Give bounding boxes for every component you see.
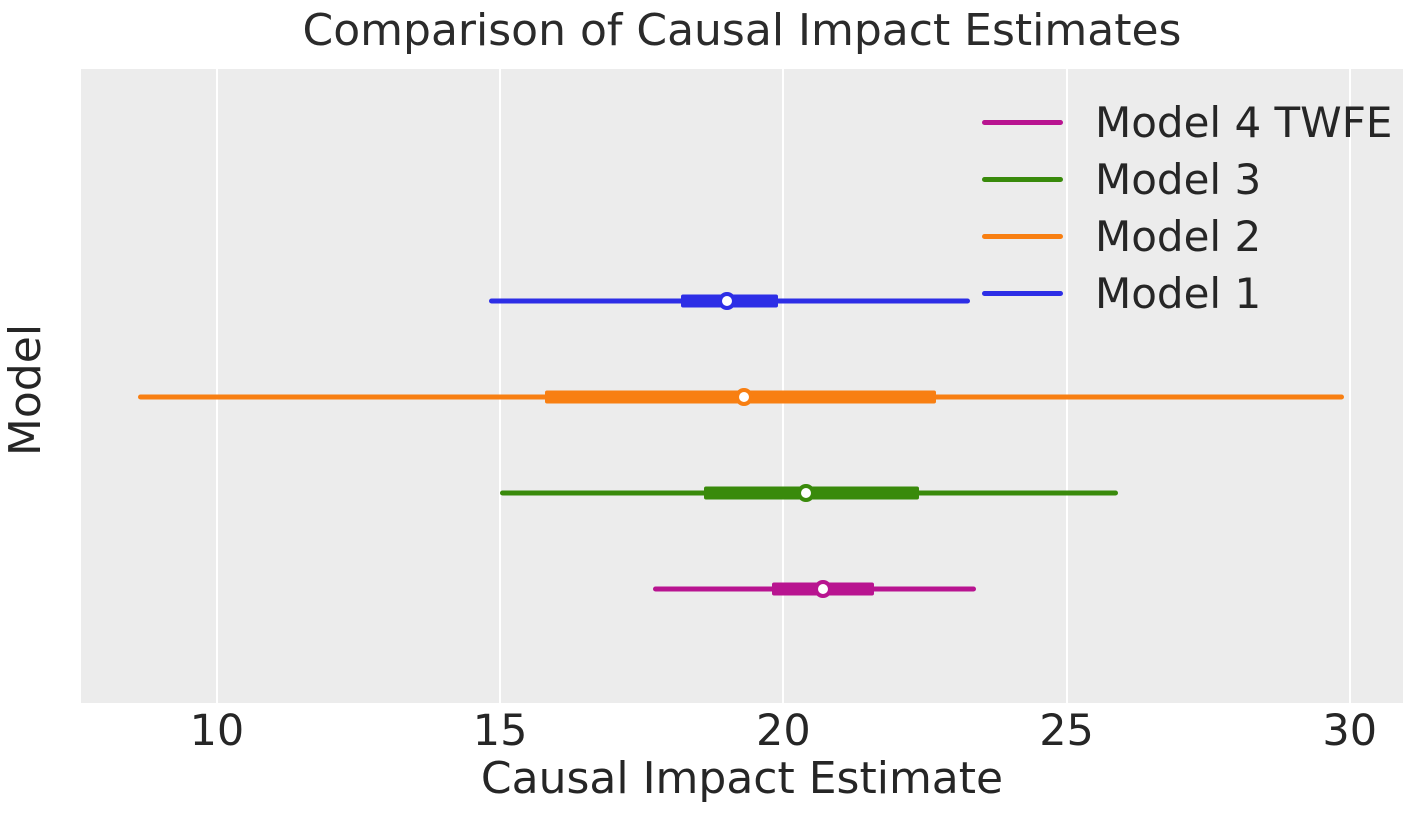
point-estimate-marker (717, 292, 736, 311)
legend: Model 4 TWFE Model 3 Model 2 Model 1 (982, 94, 1392, 322)
legend-line (982, 177, 1063, 182)
point-estimate-marker (734, 387, 753, 406)
legend-item: Model 1 (982, 265, 1392, 322)
gridline (499, 69, 502, 703)
x-tick-label: 30 (1322, 706, 1378, 756)
x-axis-ticks: 10 15 20 25 30 (81, 706, 1403, 760)
y-axis-label: Model (0, 323, 51, 457)
x-tick-label: 20 (755, 706, 811, 756)
legend-item: Model 4 TWFE (982, 94, 1392, 151)
gridline (782, 69, 785, 703)
legend-item: Model 3 (982, 151, 1392, 208)
point-estimate-marker (797, 484, 815, 503)
gridline (1065, 69, 1068, 703)
legend-label: Model 3 (1095, 154, 1262, 204)
plot-area: Model 4 TWFE Model 3 Model 2 Model 1 (81, 69, 1403, 703)
chart-title: Comparison of Causal Impact Estimates (302, 5, 1182, 56)
x-tick-label: 15 (472, 706, 528, 756)
legend-item: Model 2 (982, 208, 1392, 265)
gridline (1348, 69, 1351, 703)
gridline (215, 69, 218, 703)
legend-label: Model 2 (1095, 211, 1262, 261)
legend-label: Model 1 (1095, 268, 1262, 318)
x-tick-label: 10 (189, 706, 245, 756)
point-estimate-marker (813, 579, 832, 598)
legend-line (982, 234, 1063, 239)
x-axis-label: Causal Impact Estimate (480, 753, 1004, 804)
legend-line (982, 120, 1063, 125)
legend-label: Model 4 TWFE (1095, 97, 1393, 147)
legend-line (982, 291, 1063, 296)
x-tick-label: 25 (1039, 706, 1094, 756)
